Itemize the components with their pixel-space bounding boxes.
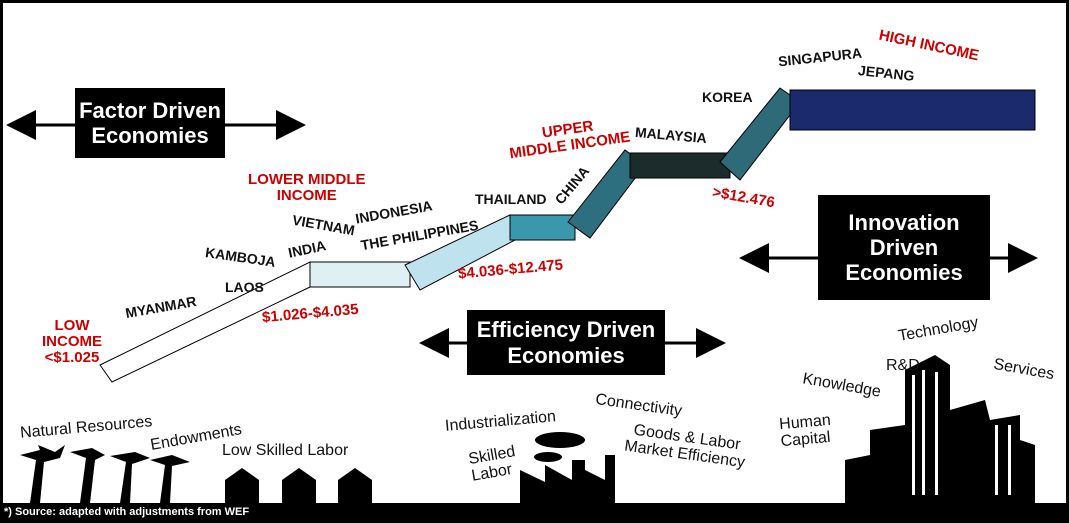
source-bar <box>0 503 1069 523</box>
box-line: Efficiency Driven <box>476 317 656 343</box>
label-line: LOW <box>54 317 90 334</box>
efficiency-box: Efficiency Driven Economies <box>467 310 665 375</box>
country: THAILAND <box>475 191 547 207</box>
low-income: LOW INCOME <$1.025 <box>42 318 102 365</box>
box-line: Economies <box>845 260 963 286</box>
windows <box>912 370 1011 495</box>
country: KOREA <box>702 89 753 105</box>
staircase <box>99 87 1036 383</box>
box-line: Factor Driven <box>79 97 221 123</box>
label-line: LOWER MIDDLE <box>248 171 366 188</box>
factor-label: Human Capital <box>779 412 833 451</box>
factor-label: R&D <box>886 357 920 374</box>
source: *) Source: adapted with adjustments from… <box>4 506 250 518</box>
box-line: Economies <box>91 123 209 148</box>
label-line: INCOME <box>276 186 337 204</box>
country: LAOS <box>225 279 264 295</box>
innovation-box: Innovation Driven Economies <box>818 195 990 300</box>
label-line: INCOME <box>42 332 102 350</box>
box-line: Economies <box>507 342 625 368</box>
factor-label: Low Skilled Labor <box>222 442 349 459</box>
silhouettes <box>20 355 1035 503</box>
box-line: Driven <box>869 234 939 260</box>
factor-box: Factor Driven Economies <box>75 88 225 158</box>
label-line: <$1.025 <box>44 348 100 366</box>
lower-middle-income: LOWER MIDDLE INCOME <box>248 172 366 204</box>
box-line: Innovation <box>848 209 960 235</box>
